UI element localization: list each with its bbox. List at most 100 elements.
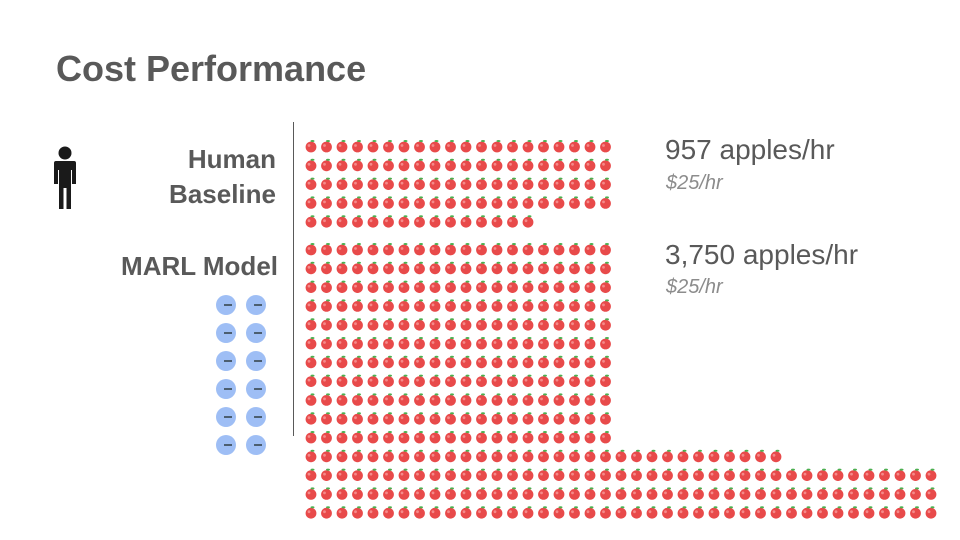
apple-icon <box>336 468 348 481</box>
apple-icon <box>305 215 317 228</box>
apple-icon <box>538 196 549 209</box>
apple-icon <box>305 431 317 444</box>
apple-icon <box>367 299 379 312</box>
apple-icon <box>383 299 394 312</box>
apple-icon <box>584 487 596 500</box>
apple-icon <box>569 487 580 500</box>
apple-icon <box>383 243 394 256</box>
apple-icon <box>491 506 503 519</box>
apple-icon <box>569 337 580 350</box>
apple-icon <box>600 431 611 444</box>
apple-icon <box>321 140 332 153</box>
apple-icon <box>538 177 549 191</box>
apple-icon <box>755 487 766 500</box>
apple-icon <box>786 487 797 500</box>
apple-icon <box>491 215 503 228</box>
apple-icon <box>352 449 363 463</box>
apple-icon <box>538 318 549 331</box>
apple-icon <box>398 140 410 153</box>
apple-icon <box>429 215 441 228</box>
apple-icon <box>336 280 348 293</box>
apple-icon <box>522 374 534 387</box>
apple-icon <box>336 355 348 369</box>
apple-icon <box>507 196 518 209</box>
apple-icon <box>321 468 332 481</box>
apple-icon <box>817 487 828 500</box>
apple-icon <box>584 449 596 463</box>
agent-dot-icon <box>246 323 266 343</box>
apple-icon <box>507 355 518 369</box>
human-baseline-cost: $25/hr <box>666 172 723 194</box>
apple-icon <box>429 158 441 172</box>
apple-icon <box>305 487 317 500</box>
apple-icon <box>429 506 441 519</box>
apple-icon <box>445 215 456 228</box>
apple-icon <box>507 487 518 500</box>
apple-icon <box>491 280 503 293</box>
apple-icon <box>336 299 348 312</box>
apple-icon <box>352 431 363 444</box>
apple-icon <box>414 468 425 481</box>
apple-icon <box>352 243 363 256</box>
apple-icon <box>755 506 766 519</box>
apple-icon <box>305 261 317 275</box>
apple-icon <box>445 355 456 369</box>
apple-icon <box>507 140 518 153</box>
apple-icon <box>522 393 534 406</box>
apple-icon <box>491 355 503 369</box>
apple-icon <box>600 318 611 331</box>
apple-icon <box>600 393 611 406</box>
apple-icon <box>336 374 348 387</box>
apple-icon <box>491 412 503 425</box>
apple-icon <box>445 506 456 519</box>
apple-icon <box>584 196 596 209</box>
apple-icon <box>507 393 518 406</box>
apple-icon <box>491 140 503 153</box>
apple-icon <box>383 280 394 293</box>
apple-icon <box>553 261 565 275</box>
apple-icon <box>383 355 394 369</box>
apple-icon <box>507 215 518 228</box>
apple-icon <box>460 449 472 463</box>
apple-icon <box>553 355 565 369</box>
apple-icon <box>336 177 348 191</box>
apple-icon <box>321 487 332 500</box>
apple-icon <box>879 487 890 500</box>
apple-icon <box>538 337 549 350</box>
apple-icon <box>460 337 472 350</box>
apple-icon <box>538 299 549 312</box>
apple-icon <box>476 243 487 256</box>
apple-icon <box>321 261 332 275</box>
apple-icon <box>305 393 317 406</box>
apple-icon <box>569 140 580 153</box>
apple-icon <box>352 468 363 481</box>
apple-icon <box>398 412 410 425</box>
apple-icon <box>584 412 596 425</box>
apple-icon <box>383 337 394 350</box>
apple-icon <box>336 506 348 519</box>
apple-icon <box>538 431 549 444</box>
apple-icon <box>336 431 348 444</box>
apple-icon <box>522 158 534 172</box>
apple-icon <box>600 374 611 387</box>
apple-icon <box>600 299 611 312</box>
agent-dot-icon <box>216 435 236 455</box>
apple-icon <box>321 374 332 387</box>
apple-icon <box>538 487 549 500</box>
apple-icon <box>491 431 503 444</box>
apple-icon <box>584 158 596 172</box>
apple-icon <box>398 243 410 256</box>
apple-icon <box>383 449 394 463</box>
apple-icon <box>398 261 410 275</box>
apple-icon <box>553 177 565 191</box>
apple-icon <box>321 177 332 191</box>
apple-icon <box>708 468 720 481</box>
apple-icon <box>538 280 549 293</box>
apple-icon <box>832 506 844 519</box>
apple-icon <box>631 468 642 481</box>
apple-icon <box>352 158 363 172</box>
apple-icon <box>507 337 518 350</box>
apple-icon <box>321 506 332 519</box>
apple-icon <box>383 468 394 481</box>
apple-icon <box>584 299 596 312</box>
